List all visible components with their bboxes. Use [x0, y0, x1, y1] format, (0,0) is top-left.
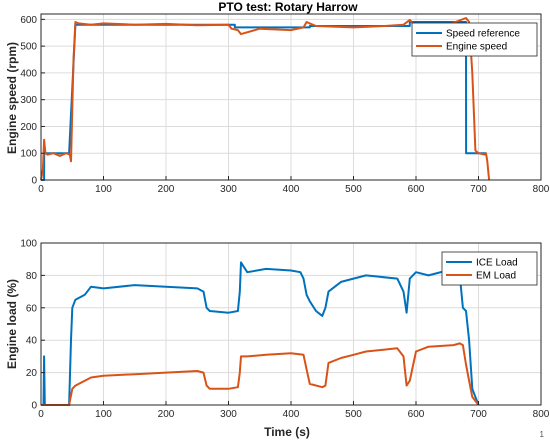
x-axis-label: Time (s) [264, 425, 310, 439]
x-tick-label: 200 [158, 184, 175, 195]
x-tick-label: 800 [533, 184, 550, 195]
y-tick-label: 200 [20, 122, 37, 133]
legend-label: Engine speed [446, 42, 507, 53]
y-axis-label-bottom: Engine load (%) [5, 279, 19, 369]
y-tick-label: 60 [26, 303, 38, 314]
x-tick-label: 200 [158, 409, 175, 420]
x-tick-label: 600 [408, 409, 425, 420]
x-tick-label: 300 [220, 184, 237, 195]
y-tick-label: 100 [20, 239, 37, 250]
y-axis-label-top: Engine speed (rpm) [5, 42, 19, 154]
x-tick-label: 100 [95, 184, 112, 195]
series-line-em-load [41, 342, 480, 406]
legend-box [411, 22, 538, 57]
x-tick-label: 0 [38, 184, 44, 195]
legend-top: Speed reference Engine speed [411, 22, 538, 57]
x-tick-label: 500 [345, 184, 362, 195]
chart-title: PTO test: Rotary Harrow [218, 0, 358, 14]
x-tick-label: 700 [470, 409, 487, 420]
x-tick-label: 400 [283, 409, 300, 420]
engine-load-chart: 0 100 200 300 400 500 600 700 800 0 20 40 60 80 100 Ti… [5, 239, 550, 440]
y-tick-label: 100 [20, 149, 37, 160]
x-tick-label: 0 [38, 409, 44, 420]
x-tick-label: 400 [283, 184, 300, 195]
series-top [40, 17, 491, 181]
y-tick-label: 600 [20, 15, 37, 26]
x-tick-label: 100 [95, 409, 112, 420]
x-tick-label: 800 [533, 409, 550, 420]
x-tick-label: 300 [220, 409, 237, 420]
series-line-ice-load [41, 261, 480, 406]
y-tick-label: 40 [26, 336, 38, 347]
y-tick-label: 300 [20, 95, 37, 106]
engine-speed-chart: 0 100 200 300 400 500 600 700 800 0 100 200 300 400 50… [5, 0, 550, 195]
watermark: 1 [540, 430, 545, 439]
legend-label: EM Load [476, 271, 516, 282]
x-tick-label: 500 [345, 409, 362, 420]
y-tick-label: 400 [20, 68, 37, 79]
y-tick-label: 0 [31, 176, 37, 187]
x-tick-label: 700 [470, 184, 487, 195]
series-line-engine-speed [40, 17, 491, 181]
y-tick-label: 80 [26, 271, 38, 282]
y-tick-label: 0 [31, 401, 37, 412]
legend-box [441, 251, 538, 286]
ticks-top: 0 100 200 300 400 500 600 700 800 0 100 200 300 400 50… [20, 15, 549, 195]
ticks-bottom: 0 100 200 300 400 500 600 700 800 0 20 40 60 80 100 [20, 239, 549, 421]
x-tick-label: 600 [408, 184, 425, 195]
legend-bottom: ICE Load EM Load [441, 251, 538, 286]
legend-label: Speed reference [446, 29, 520, 40]
y-tick-label: 20 [26, 368, 38, 379]
y-tick-label: 500 [20, 42, 37, 53]
series-bottom [41, 261, 480, 406]
legend-label: ICE Load [476, 258, 518, 269]
